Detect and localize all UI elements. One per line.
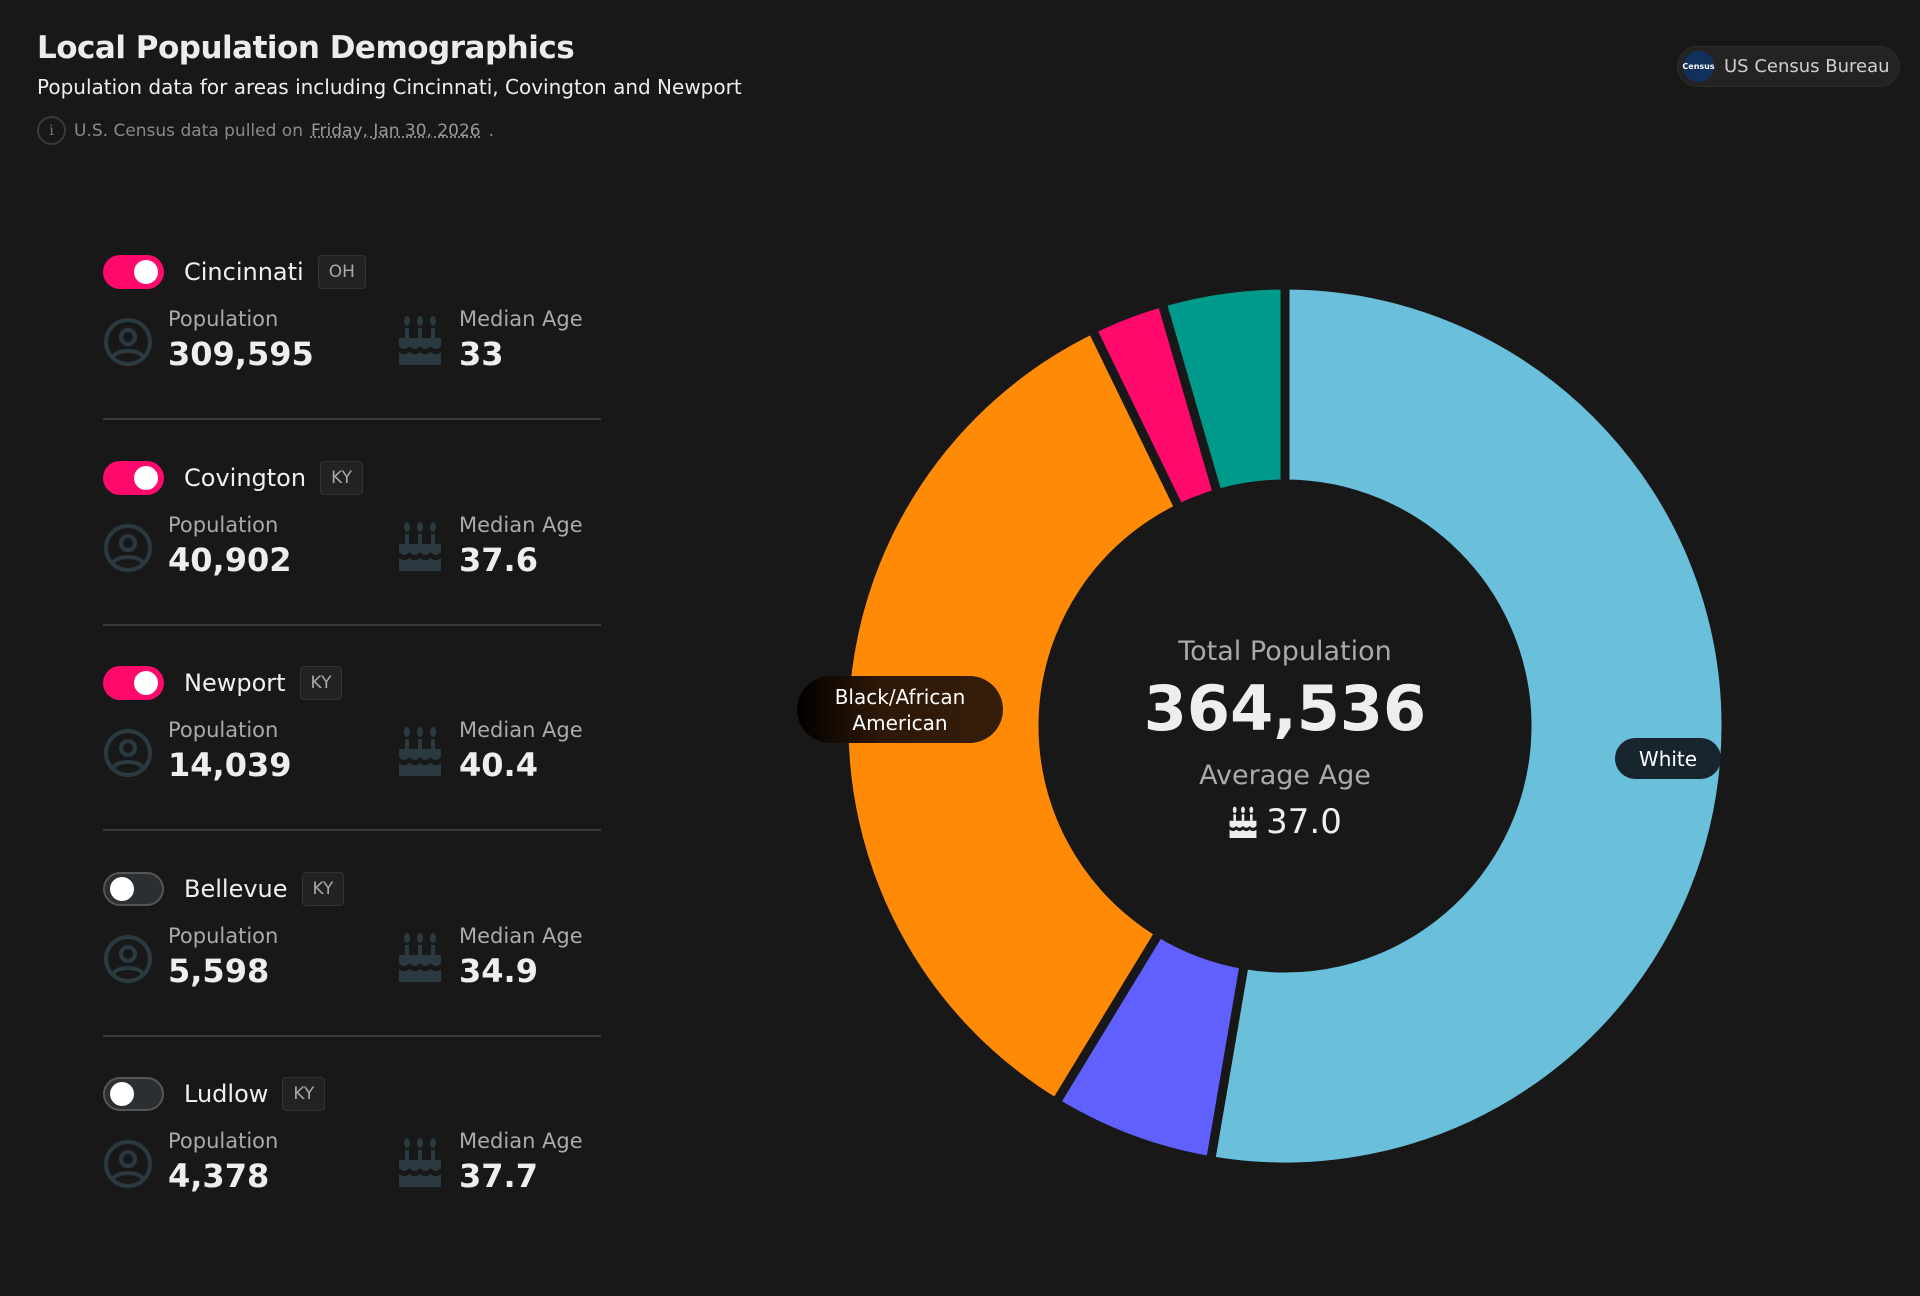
population-label: Population	[168, 923, 279, 948]
city-header: Cincinnati OH	[184, 255, 366, 289]
cake-icon	[397, 521, 443, 571]
average-age-value: 37.0	[1266, 802, 1342, 842]
population-label: Population	[168, 307, 279, 331]
cake-icon	[397, 315, 443, 365]
median-age-label: Median Age	[459, 1129, 583, 1154]
population-value: 40,902	[168, 540, 292, 579]
city-card: Ludlow KY Population 4,378 Median Age 37…	[103, 1077, 601, 1283]
city-card: Covington KY Population 40,902 Median Ag…	[103, 460, 601, 667]
average-age-label: Average Age	[1199, 760, 1371, 791]
city-header: Covington KY	[184, 460, 363, 495]
population-label: Population	[168, 512, 279, 537]
person-icon	[103, 1139, 153, 1189]
population-label: Population	[168, 1129, 279, 1154]
divider	[103, 623, 601, 626]
toggle-knob	[110, 1082, 134, 1107]
median-age-value: 33	[459, 335, 504, 373]
cake-icon	[1229, 806, 1257, 838]
info-icon: i	[37, 116, 66, 145]
city-toggle[interactable]	[103, 666, 164, 701]
city-name: Cincinnati	[184, 258, 304, 286]
cake-icon	[397, 932, 443, 982]
slice-label-white: White	[1615, 738, 1721, 779]
page-title: Local Population Demographics	[37, 30, 575, 66]
median-age-label: Median Age	[459, 718, 583, 743]
average-age: 37.0	[1085, 802, 1485, 842]
cake-icon	[397, 726, 443, 777]
cake-icon	[397, 1137, 443, 1188]
state-tag: KY	[320, 460, 363, 495]
donut-slice-black-african-american[interactable]	[839, 323, 1186, 1109]
info-suffix: .	[488, 120, 495, 141]
population-value: 309,595	[168, 335, 314, 373]
city-card: Cincinnati OH Population 309,595 Median …	[103, 255, 601, 461]
median-age-value: 40.4	[459, 746, 538, 785]
toggle-knob	[134, 260, 158, 284]
median-age-value: 34.9	[459, 951, 538, 990]
population-label: Population	[168, 718, 279, 743]
city-name: Covington	[184, 463, 307, 492]
divider	[103, 1034, 601, 1037]
city-header: Ludlow KY	[184, 1077, 326, 1112]
median-age-label: Median Age	[459, 512, 583, 537]
divider	[103, 418, 601, 420]
city-card: Newport KY Population 14,039 Median Age …	[103, 666, 601, 872]
median-age-value: 37.7	[459, 1157, 538, 1196]
city-name: Bellevue	[184, 874, 288, 903]
divider	[103, 829, 601, 832]
info-prefix: U.S. Census data pulled on	[74, 120, 303, 141]
total-population-label: Total Population	[1178, 636, 1392, 667]
toggle-knob	[110, 876, 134, 901]
state-tag: OH	[317, 255, 366, 289]
person-icon	[103, 317, 153, 367]
median-age-label: Median Age	[459, 923, 583, 948]
toggle-knob	[134, 671, 158, 696]
source-badge-label: US Census Bureau	[1724, 56, 1890, 77]
city-toggle[interactable]	[103, 255, 164, 289]
city-name: Ludlow	[184, 1080, 269, 1109]
city-header: Newport KY	[184, 666, 343, 701]
state-tag: KY	[299, 666, 343, 701]
census-logo-icon: Census	[1682, 51, 1715, 82]
median-age-value: 37.6	[459, 540, 538, 579]
slice-label-black-african-american: Black/African American	[797, 676, 1003, 743]
city-toggle[interactable]	[103, 871, 164, 906]
city-card: Bellevue KY Population 5,598 Median Age …	[103, 871, 601, 1078]
city-toggle[interactable]	[103, 1077, 164, 1112]
toggle-knob	[134, 465, 158, 490]
pulled-date[interactable]: Friday, Jan 30, 2026	[310, 120, 481, 141]
population-value: 5,598	[168, 951, 270, 990]
state-tag: KY	[282, 1077, 326, 1112]
total-population-value: 364,536	[1143, 672, 1427, 745]
state-tag: KY	[301, 871, 345, 906]
data-source-note: i U.S. Census data pulled on Friday, Jan…	[37, 116, 494, 145]
person-icon	[103, 728, 153, 778]
population-value: 4,378	[168, 1157, 270, 1196]
median-age-label: Median Age	[459, 307, 583, 331]
city-header: Bellevue KY	[184, 871, 345, 906]
source-badge[interactable]: Census US Census Bureau	[1677, 46, 1900, 87]
donut-slice-white[interactable]	[1205, 280, 1731, 1172]
person-icon	[103, 934, 153, 984]
donut-slice-4[interactable]	[1156, 280, 1290, 500]
person-icon	[103, 523, 153, 573]
page-subtitle: Population data for areas including Cinc…	[37, 75, 742, 99]
city-toggle[interactable]	[103, 460, 164, 495]
population-value: 14,039	[168, 746, 292, 785]
city-name: Newport	[184, 669, 286, 698]
